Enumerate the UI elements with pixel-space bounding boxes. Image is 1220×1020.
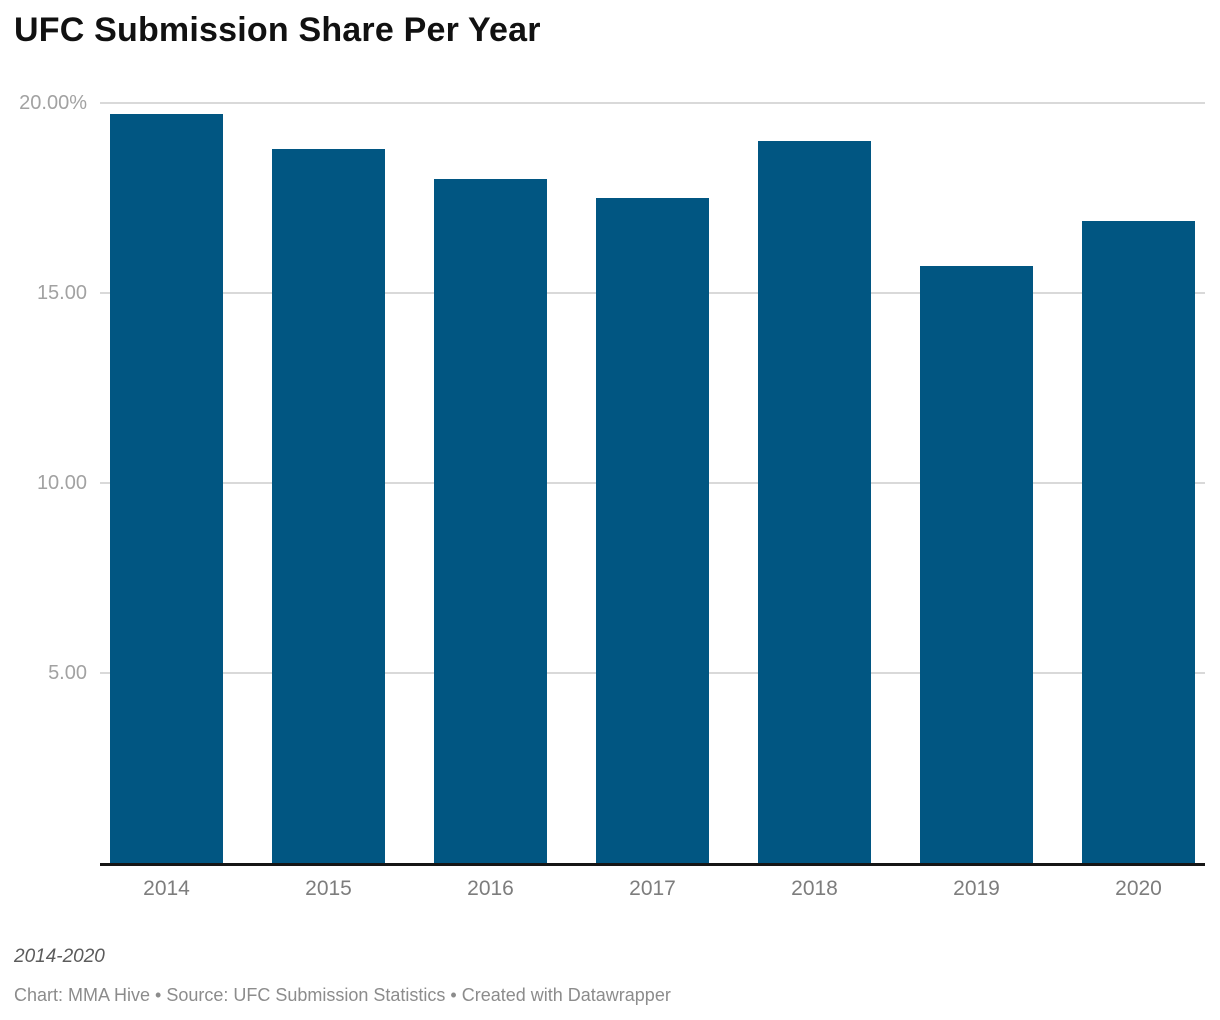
bar-2019 bbox=[920, 266, 1033, 863]
x-axis-labels: 2014 2015 2016 2017 2018 2019 2020 bbox=[100, 877, 1205, 901]
bar-series bbox=[100, 103, 1205, 863]
chart-footnote: 2014-2020 bbox=[14, 946, 105, 967]
bar-2014 bbox=[110, 114, 223, 863]
y-tick-label-15: 15.00 bbox=[36, 282, 87, 304]
bar-2020 bbox=[1082, 220, 1195, 863]
x-tick-label-2017: 2017 bbox=[629, 877, 676, 900]
plot-area: 5.00 10.00 15.00 20.00% bbox=[19, 92, 1205, 866]
x-tick-label-2015: 2015 bbox=[305, 877, 352, 900]
x-tick-label-2020: 2020 bbox=[1115, 877, 1162, 900]
x-tick-label-2016: 2016 bbox=[467, 877, 514, 900]
y-tick-label-20: 20.00% bbox=[19, 92, 87, 114]
chart-title: UFC Submission Share Per Year bbox=[14, 11, 541, 49]
x-tick-label-2019: 2019 bbox=[953, 877, 1000, 900]
bar-2015 bbox=[272, 148, 385, 863]
bar-2017 bbox=[596, 198, 709, 863]
bar-2016 bbox=[434, 179, 547, 863]
x-tick-label-2018: 2018 bbox=[791, 877, 838, 900]
chart-byline: Chart: MMA Hive • Source: UFC Submission… bbox=[14, 985, 671, 1005]
x-tick-label-2014: 2014 bbox=[143, 877, 190, 900]
gridline-20 bbox=[100, 102, 1205, 104]
y-tick-label-10: 10.00 bbox=[36, 472, 87, 494]
bar-2018 bbox=[758, 141, 871, 863]
y-tick-label-5: 5.00 bbox=[48, 662, 87, 684]
